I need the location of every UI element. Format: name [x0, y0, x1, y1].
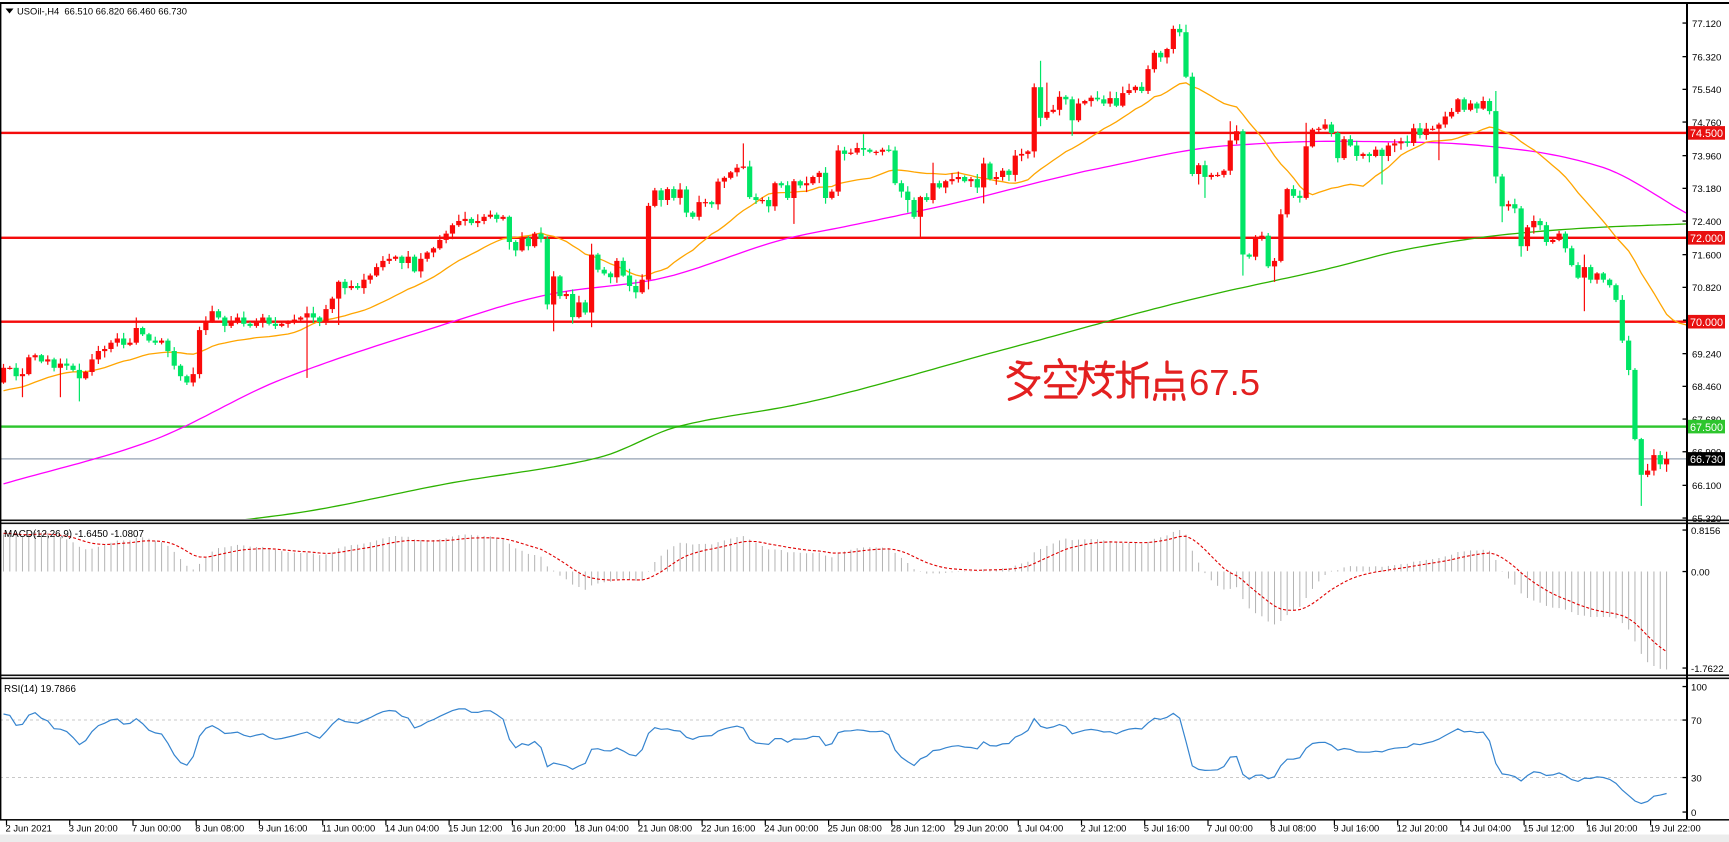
svg-text:18 Jun 04:00: 18 Jun 04:00 [575, 823, 629, 834]
svg-text:9 Jul 16:00: 9 Jul 16:00 [1333, 823, 1379, 834]
svg-text:30: 30 [1691, 773, 1702, 784]
svg-text:2 Jul 12:00: 2 Jul 12:00 [1081, 823, 1127, 834]
svg-text:14 Jun 04:00: 14 Jun 04:00 [385, 823, 439, 834]
svg-text:25 Jun 08:00: 25 Jun 08:00 [828, 823, 882, 834]
svg-text:65.320: 65.320 [1692, 514, 1721, 525]
svg-text:74.500: 74.500 [1690, 128, 1723, 140]
svg-text:28 Jun 12:00: 28 Jun 12:00 [891, 823, 945, 834]
svg-text:29 Jun 20:00: 29 Jun 20:00 [954, 823, 1008, 834]
svg-text:3 Jun 20:00: 3 Jun 20:00 [69, 823, 118, 834]
svg-text:75.540: 75.540 [1692, 85, 1721, 96]
svg-text:RSI(14) 19.7866: RSI(14) 19.7866 [4, 684, 76, 695]
svg-text:7 Jul 00:00: 7 Jul 00:00 [1207, 823, 1253, 834]
svg-text:67.5: 67.5 [1189, 362, 1260, 403]
svg-text:0.00: 0.00 [1691, 567, 1710, 578]
svg-text:72.400: 72.400 [1692, 217, 1721, 228]
svg-text:15 Jul 12:00: 15 Jul 12:00 [1523, 823, 1574, 834]
svg-text:72.000: 72.000 [1690, 233, 1723, 245]
svg-text:USOil-,H4 66.510 66.820 66.46: USOil-,H4 66.510 66.820 66.460 66.730 [17, 6, 187, 17]
svg-text:21 Jun 08:00: 21 Jun 08:00 [638, 823, 692, 834]
svg-text:9 Jun 16:00: 9 Jun 16:00 [258, 823, 307, 834]
svg-text:22 Jun 16:00: 22 Jun 16:00 [701, 823, 755, 834]
svg-text:70.000: 70.000 [1690, 317, 1723, 329]
svg-text:-1.7622: -1.7622 [1691, 664, 1724, 675]
svg-text:12 Jul 20:00: 12 Jul 20:00 [1397, 823, 1448, 834]
svg-text:15 Jun 12:00: 15 Jun 12:00 [448, 823, 502, 834]
svg-text:16 Jun 20:00: 16 Jun 20:00 [511, 823, 565, 834]
svg-text:24 Jun 00:00: 24 Jun 00:00 [764, 823, 818, 834]
svg-text:68.460: 68.460 [1692, 382, 1721, 393]
svg-text:73.180: 73.180 [1692, 184, 1721, 195]
svg-text:67.500: 67.500 [1690, 422, 1723, 434]
svg-text:70.820: 70.820 [1692, 283, 1721, 294]
svg-text:14 Jul 04:00: 14 Jul 04:00 [1460, 823, 1511, 834]
svg-text:8 Jul 08:00: 8 Jul 08:00 [1270, 823, 1316, 834]
svg-text:11 Jun 00:00: 11 Jun 00:00 [322, 823, 376, 834]
svg-text:66.730: 66.730 [1690, 454, 1723, 466]
svg-text:100: 100 [1691, 682, 1707, 693]
svg-text:76.320: 76.320 [1692, 52, 1721, 63]
svg-text:MACD(12,26,9) -1.6450 -1.0807: MACD(12,26,9) -1.6450 -1.0807 [4, 529, 144, 540]
svg-text:8 Jun 08:00: 8 Jun 08:00 [195, 823, 244, 834]
svg-text:70: 70 [1691, 716, 1702, 727]
svg-text:2 Jun 2021: 2 Jun 2021 [6, 823, 52, 834]
svg-text:1 Jul 04:00: 1 Jul 04:00 [1017, 823, 1063, 834]
svg-text:19 Jul 22:00: 19 Jul 22:00 [1650, 823, 1701, 834]
svg-text:0: 0 [1691, 808, 1696, 819]
svg-text:66.100: 66.100 [1692, 481, 1721, 492]
svg-text:5 Jul 16:00: 5 Jul 16:00 [1144, 823, 1190, 834]
svg-text:71.600: 71.600 [1692, 250, 1721, 261]
svg-text:0.8156: 0.8156 [1691, 526, 1720, 537]
svg-text:7 Jun 00:00: 7 Jun 00:00 [132, 823, 181, 834]
svg-text:77.120: 77.120 [1692, 19, 1721, 30]
svg-text:16 Jul 20:00: 16 Jul 20:00 [1586, 823, 1637, 834]
svg-text:69.240: 69.240 [1692, 349, 1721, 360]
svg-text:73.960: 73.960 [1692, 151, 1721, 162]
svg-text:74.760: 74.760 [1692, 118, 1721, 129]
